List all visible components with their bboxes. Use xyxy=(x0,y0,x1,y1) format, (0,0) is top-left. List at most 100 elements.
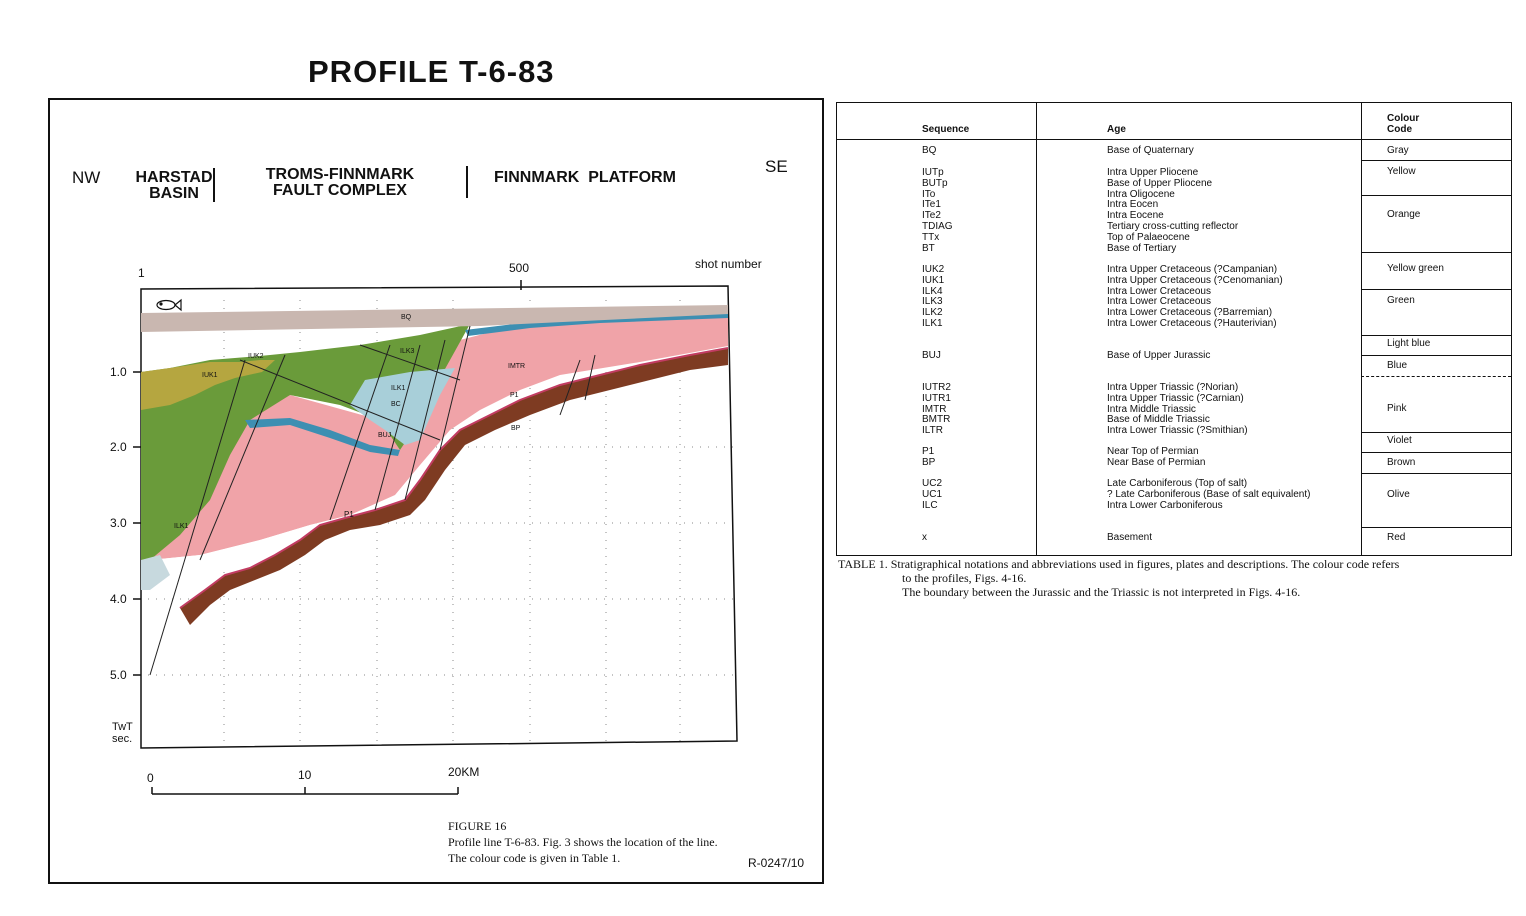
seq-code: ITe1 xyxy=(922,199,941,211)
seq-group: x xyxy=(922,532,927,544)
horizon-label: BP xyxy=(511,425,521,432)
age-group: Late Carboniferous (Top of salt) ? Late … xyxy=(1107,478,1311,511)
light-blue-layer xyxy=(350,368,455,445)
seq-code: ILK4 xyxy=(922,285,943,297)
caption-line: TABLE 1. Stratigraphical notations and a… xyxy=(838,557,1400,571)
horizon-label: ILK1 xyxy=(174,523,189,530)
seq-code: UC2 xyxy=(922,478,943,489)
age-group: Base of Upper Jurassic xyxy=(1107,350,1211,362)
scale-bar xyxy=(151,787,459,795)
table-caption: TABLE 1. Stratigraphical notations and a… xyxy=(838,557,1518,599)
age-text: Intra Lower Cretaceous (?Barremian) xyxy=(1107,307,1273,319)
age-text: Near Top of Permian xyxy=(1107,446,1199,457)
scale-tick: 10 xyxy=(298,768,312,782)
blue-band xyxy=(245,418,400,456)
age-group: Intra Upper Pliocene Base of Upper Plioc… xyxy=(1107,167,1238,254)
colour-row-rule xyxy=(1361,160,1511,161)
stratigraphy-table: Sequence Age Colour Code BQ Base of Quat… xyxy=(836,102,1512,556)
seq-code: P1 xyxy=(922,446,935,457)
age-group: Basement xyxy=(1107,532,1153,544)
age-group: Intra Upper Triassic (?Norian) Intra Upp… xyxy=(1107,382,1248,437)
header-sequence: Sequence xyxy=(922,124,970,135)
seq-code: BP xyxy=(922,456,936,468)
header-colour: Colour xyxy=(1387,113,1420,124)
seq-code: BUTp xyxy=(922,177,948,189)
caption-line: The boundary between the Jurassic and th… xyxy=(902,585,1301,599)
colour-row-rule xyxy=(1361,289,1511,290)
time-tick: 4.0 xyxy=(110,592,127,606)
colour-code: Orange xyxy=(1387,209,1421,220)
white-wedge xyxy=(150,515,350,600)
region-finnmark-platform: FINNMARK PLATFORM xyxy=(494,169,676,186)
seq-group: UC2 UC1 ILC xyxy=(922,478,943,511)
profile-title: PROFILE T-6-83 xyxy=(308,54,555,89)
colour-code: Brown xyxy=(1387,457,1416,468)
colour-code: Pink xyxy=(1387,403,1407,414)
age-text: Intra Eocen xyxy=(1107,199,1159,211)
colour-row-rule xyxy=(1361,473,1511,474)
age-text: Intra Lower Cretaceous xyxy=(1107,285,1211,297)
time-tick: 2.0 xyxy=(110,440,127,454)
seq-code: ILK1 xyxy=(922,317,943,329)
seq-code: UC1 xyxy=(922,488,943,500)
caption-line: The colour code is given in Table 1. xyxy=(448,851,621,865)
header-rule xyxy=(837,139,1511,140)
age-text: Intra Upper Pliocene xyxy=(1107,167,1199,178)
direction-se: SE xyxy=(765,157,788,176)
colour-row-rule xyxy=(1361,527,1511,528)
region-harstad-basin: HARSTAD BASIN xyxy=(135,169,213,202)
age-text: Intra Upper Cretaceous (?Campanian) xyxy=(1107,264,1278,275)
colour-row-rule xyxy=(1361,335,1511,336)
seq-code: IUTR2 xyxy=(922,382,951,393)
age-text: Intra Eocene xyxy=(1107,210,1164,222)
caption-line: FIGURE 16 xyxy=(448,819,507,833)
seq-code: BUJ xyxy=(922,350,941,361)
colour-code: Light blue xyxy=(1387,338,1431,349)
colour-row-rule xyxy=(1361,432,1511,433)
region-troms-finnmark: TROMS-FINNMARK FAULT COMPLEX xyxy=(265,166,415,199)
seq-code: ILK2 xyxy=(922,307,943,319)
colour-code: Violet xyxy=(1387,435,1412,446)
age-text: Base of Upper Pliocene xyxy=(1107,177,1213,189)
seq-code: BT xyxy=(922,242,935,254)
horizon-label: IUK1 xyxy=(202,372,218,379)
seq-group: IUK2 IUK1 ILK4 ILK3 ILK2 ILK1 xyxy=(922,264,945,330)
age-text: Intra Upper Triassic (?Norian) xyxy=(1107,382,1239,393)
seq-group: P1 BP xyxy=(922,446,936,469)
seq-code: BQ xyxy=(922,145,937,156)
age-text: ? Late Carboniferous (Base of salt equiv… xyxy=(1107,488,1311,500)
horizon-label: BQ xyxy=(401,314,412,321)
age-text: Near Base of Permian xyxy=(1107,456,1206,468)
age-text: Basement xyxy=(1107,532,1153,543)
seq-code: TTx xyxy=(922,231,940,243)
seq-code: IUK1 xyxy=(922,274,945,286)
age-text: Top of Palaeocene xyxy=(1107,231,1190,243)
age-text: Intra Upper Triassic (?Carnian) xyxy=(1107,392,1244,404)
age-group: Intra Upper Cretaceous (?Campanian) Intr… xyxy=(1107,264,1283,330)
colour-code: Green xyxy=(1387,295,1415,306)
seq-code: TDIAG xyxy=(922,220,953,232)
figure-caption: FIGURE 16 Profile line T-6-83. Fig. 3 sh… xyxy=(448,818,718,866)
age-text: Base of Upper Jurassic xyxy=(1107,350,1211,361)
fault-lines xyxy=(149,325,596,676)
caption-line: Profile line T-6-83. Fig. 3 shows the lo… xyxy=(448,835,718,849)
time-axis-label: TwT xyxy=(112,721,133,733)
time-axis-unit: sec. xyxy=(112,733,133,745)
violet-line xyxy=(179,347,729,609)
age-text: Intra Lower Triassic (?Smithian) xyxy=(1107,425,1248,437)
age-text: Intra Lower Carboniferous xyxy=(1107,499,1223,511)
colour-code: Blue xyxy=(1387,360,1408,371)
seq-code: ITo xyxy=(922,188,936,200)
age-text: Intra Middle Triassic xyxy=(1107,403,1196,415)
seq-code: ILTR xyxy=(922,425,943,437)
age-text: Intra Upper Cretaceous (?Cenomanian) xyxy=(1107,274,1283,286)
pink-layer xyxy=(150,313,728,560)
seismic-profile xyxy=(133,280,738,795)
age-text: Base of Quaternary xyxy=(1107,145,1194,156)
blue-band xyxy=(465,313,728,336)
horizon-label: IUK2 xyxy=(248,353,264,360)
shot-axis-label: shot number xyxy=(695,257,762,271)
horizon-label: ILK1 xyxy=(391,385,406,392)
shot-tick: 1 xyxy=(138,266,145,280)
age-text: Late Carboniferous (Top of salt) xyxy=(1107,478,1248,489)
